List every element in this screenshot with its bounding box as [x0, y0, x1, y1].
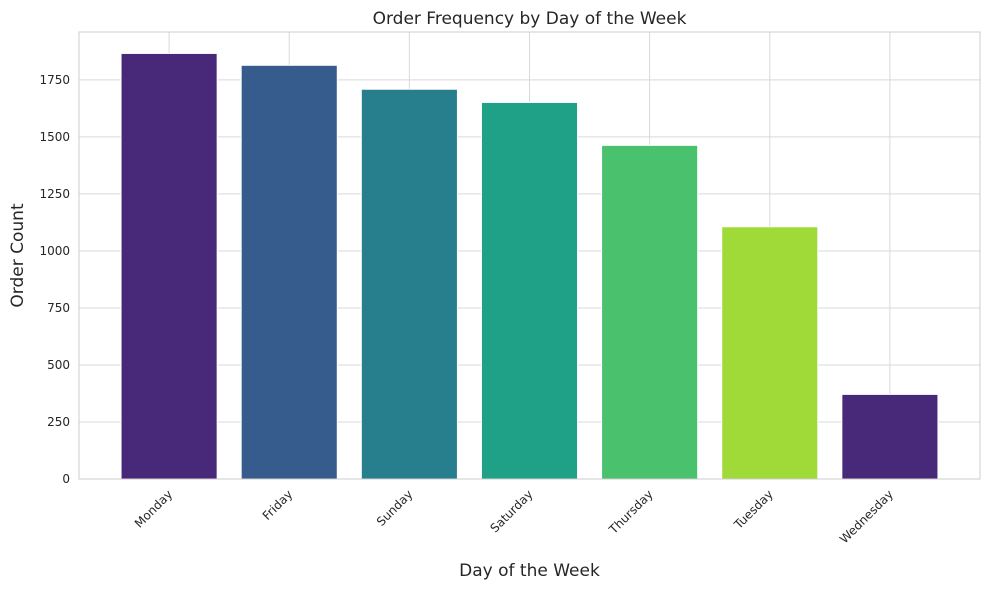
bars — [120, 52, 939, 480]
chart-title: Order Frequency by Day of the Week — [373, 9, 687, 29]
y-tick-label: 1750 — [39, 73, 70, 87]
plot-frame — [78, 31, 981, 480]
y-axis-label: Order Count — [8, 203, 28, 308]
y-tick-label: 1000 — [39, 244, 70, 258]
bar-wednesday — [841, 393, 939, 480]
x-tick-label: Saturday — [487, 487, 535, 535]
y-tick-label: 1500 — [39, 130, 70, 144]
x-tick-label: Tuesday — [731, 487, 776, 532]
y-tick-labels: 0 250 500 750 1000 1250 1500 1750 — [39, 73, 70, 486]
x-tick-label: Friday — [260, 487, 296, 523]
y-tick-label: 500 — [47, 358, 70, 372]
bar-monday — [120, 52, 218, 480]
y-tick-label: 750 — [47, 301, 70, 315]
x-tick-label: Monday — [132, 487, 175, 530]
y-tick-label: 0 — [62, 472, 70, 486]
y-tick-label: 250 — [47, 415, 70, 429]
bar-tuesday — [721, 226, 819, 480]
x-tick-label: Thursday — [606, 487, 656, 537]
x-tick-label: Sunday — [374, 487, 416, 529]
bar-thursday — [601, 144, 699, 480]
bar-friday — [240, 64, 338, 480]
y-tick-label: 1250 — [39, 187, 70, 201]
bar-sunday — [360, 88, 458, 480]
x-tick-label: Wednesday — [837, 487, 896, 546]
x-axis-label: Day of the Week — [459, 561, 600, 581]
x-tick-labels: Monday Friday Sunday Saturday Thursday Tuesda… — [132, 487, 896, 546]
bar-saturday — [480, 101, 579, 480]
